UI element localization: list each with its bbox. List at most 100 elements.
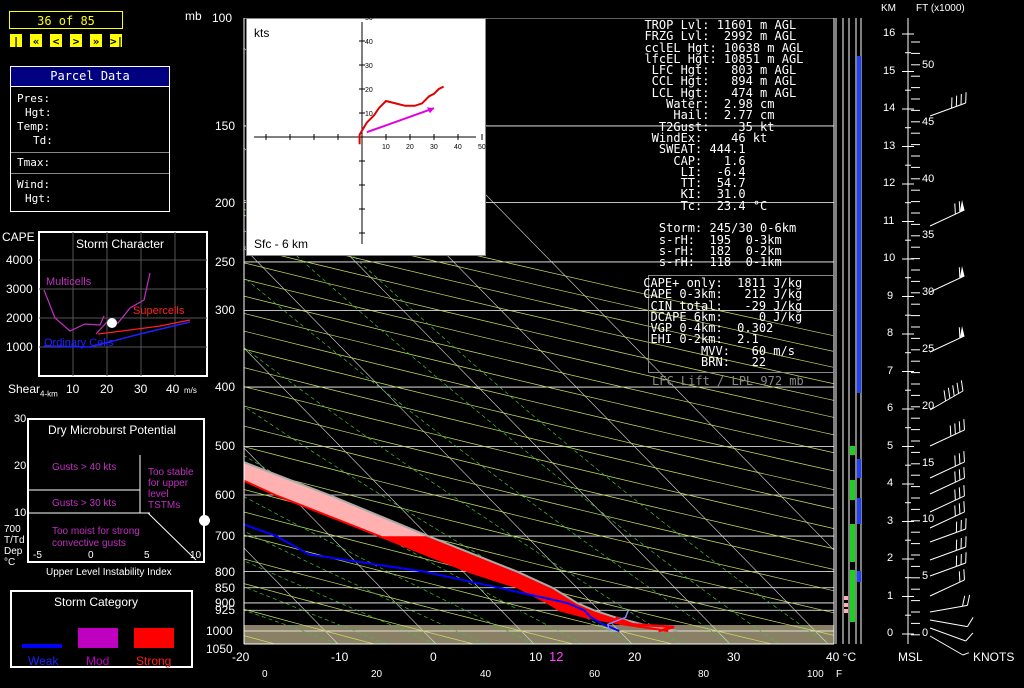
- hodograph-layer-label: Sfc - 6 km: [254, 237, 309, 251]
- surface-dew-trace: [606, 610, 629, 632]
- wind-barb-11: [929, 536, 967, 561]
- temp-f-tick-2: 40: [480, 669, 492, 680]
- temp-c-tick-5: 30: [727, 650, 741, 664]
- moist-adiabat: [244, 609, 339, 644]
- temp-c-tick-1: -10: [331, 650, 349, 664]
- shear-tick-30: 30: [134, 382, 148, 396]
- hodograph-unit: kts: [254, 26, 270, 40]
- isotherm-line: [0, 18, 142, 644]
- pressure-tick-1000: 1000: [206, 624, 233, 638]
- wind-barb-1: [929, 200, 965, 227]
- km-label-10: 10: [883, 252, 896, 264]
- km-label-12: 12: [883, 177, 896, 189]
- parcel-wind-label: Wind:: [17, 178, 51, 191]
- profiles: [244, 461, 679, 633]
- hodo-ytick-label: 10: [365, 111, 373, 118]
- nav-prev-button[interactable]: <: [49, 33, 63, 48]
- indices-text-2: CAPE+ only: 1811 J/kg CAPE 0-3km: 212 J/…: [643, 276, 803, 370]
- wind-barb-13: [929, 569, 965, 597]
- km-label-8: 8: [887, 327, 894, 339]
- moist-adiabat: [295, 202, 829, 644]
- shear-tick-20: 20: [100, 382, 114, 396]
- pressure-tick-250: 250: [215, 255, 236, 269]
- dry-adiabat: [244, 199, 834, 337]
- dry-adiabat: [244, 367, 834, 510]
- multicells-boundary: [43, 289, 105, 332]
- microburst-title: Dry Microburst Potential: [48, 423, 177, 437]
- dry-adiabat: [244, 386, 834, 529]
- gusts-40-label: Gusts > 40 kts: [52, 462, 117, 473]
- hodo-xtick-label: 40: [454, 144, 462, 151]
- gusts-30-label: Gusts > 30 kts: [52, 498, 117, 509]
- supercells-boundary: [95, 272, 151, 335]
- temp-c-tick-3: 10: [529, 650, 543, 664]
- moist-adiabat: [244, 208, 780, 644]
- storm-category-title: Storm Category: [54, 595, 139, 609]
- moist-adiabat: [244, 560, 437, 644]
- height-bar-blue-2: [857, 498, 861, 524]
- nav-prev-fast-button[interactable]: «: [29, 33, 43, 48]
- km-label-4: 4: [887, 477, 894, 489]
- height-bar-green-0: [850, 446, 855, 455]
- isotherm-line: [0, 18, 240, 644]
- microburst-y-title: 700 T/Td Dep °C: [4, 524, 25, 568]
- microburst-ytick-20: 20: [14, 460, 27, 472]
- dry-adiabat: [244, 511, 772, 644]
- ft-label-50: 50: [922, 59, 935, 71]
- storm-character-point: [107, 318, 117, 328]
- dry-adiabat: [244, 558, 574, 644]
- pressure-tick-850: 850: [215, 581, 236, 595]
- nav-next-fast-button[interactable]: »: [89, 33, 103, 48]
- ordinary-cells-label: Ordinary Cells: [44, 337, 114, 349]
- km-label-0: 0: [887, 627, 894, 639]
- parcel-pres-label: Pres:: [17, 92, 51, 105]
- dry-adiabat: [244, 215, 834, 352]
- temp-c-tick-2: 0: [430, 650, 437, 664]
- parcel-temp-label: Temp:: [17, 120, 51, 133]
- wind-barb-16: [929, 627, 974, 642]
- hodo-ytick-label: 50: [365, 18, 373, 22]
- dry-adiabat: [244, 446, 834, 592]
- shear-unit: m/s: [184, 386, 197, 395]
- nav-first-button[interactable]: |<: [9, 33, 23, 63]
- shear-title: Shear: [8, 382, 41, 396]
- nav-next-button[interactable]: >: [69, 33, 83, 48]
- wind-barb-9: [929, 501, 965, 529]
- dry-adiabat: [244, 405, 834, 550]
- shear-label: Shear4-km: [8, 382, 58, 398]
- temp-c-tick-6: 40 °C: [826, 650, 857, 664]
- hodo-xtick-label: 10: [382, 144, 390, 151]
- cape-tick-1000: 1000: [6, 340, 33, 354]
- km-label: KM: [881, 3, 896, 14]
- strong-label: Strong: [136, 654, 172, 668]
- isotherm-line: [244, 447, 437, 644]
- supercells-label: Supercells: [133, 305, 185, 317]
- km-label-6: 6: [887, 402, 894, 414]
- hodograph-trace: [358, 85, 445, 145]
- ft-label-15: 15: [922, 457, 935, 469]
- pressure-tick-800: 800: [215, 565, 236, 579]
- nav-last-button[interactable]: >|: [109, 33, 124, 48]
- km-label-3: 3: [887, 515, 894, 527]
- wind-barb-4: [929, 380, 964, 411]
- ft-label-25: 25: [922, 343, 935, 355]
- hodo-ytick-label: 30: [365, 63, 373, 70]
- pressure-tick-300: 300: [215, 303, 236, 317]
- storm-character-title: Storm Character: [76, 237, 165, 251]
- knots-label: KNOTS: [973, 650, 1015, 664]
- storm-category-panel: [10, 590, 193, 668]
- indices-text: TROP Lvl: 11601 m AGL FRZG Lvl: 2992 m A…: [644, 18, 804, 270]
- microburst-xtick-10: 10: [190, 550, 202, 561]
- pressure-tick-925: 925: [215, 603, 236, 617]
- ft-label-0: 0: [922, 627, 929, 639]
- temp-f-tick-0: 0: [262, 669, 268, 680]
- dry-adiabat: [244, 425, 834, 570]
- temp-c-tick-0: -20: [232, 650, 250, 664]
- wind-barb-12: [929, 552, 967, 577]
- wind-barb-0: [929, 92, 967, 117]
- storm-character-axis-title: CAPE: [2, 230, 35, 244]
- parcel-wind-hgt-label: Hgt:: [25, 192, 52, 205]
- lfc-lift-label: LFC Lift / LPL 972 mb: [652, 374, 804, 388]
- temp-f-tick-4: 80: [698, 669, 710, 680]
- dry-adiabat: [244, 583, 474, 644]
